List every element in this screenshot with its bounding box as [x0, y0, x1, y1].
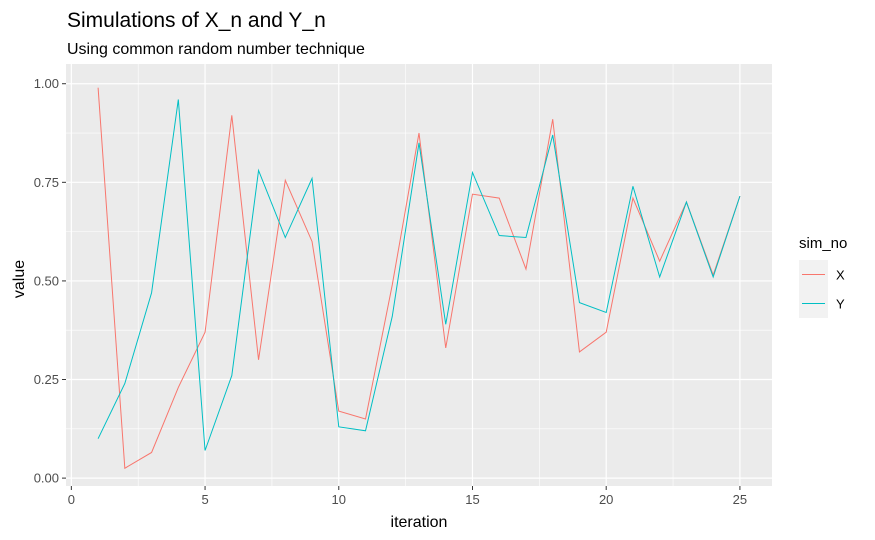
- x-tick-label: 25: [733, 492, 747, 507]
- x-tick-label: 10: [332, 492, 346, 507]
- y-tick-label: 0.75: [34, 175, 59, 190]
- chart-title: Simulations of X_n and Y_n: [67, 9, 326, 32]
- chart-subtitle: Using common random number technique: [67, 41, 365, 58]
- plot-panel: [66, 64, 772, 486]
- series-lines: [97, 87, 741, 470]
- y-axis: 0.00 0.25 0.50 0.75 1.00: [34, 76, 66, 486]
- y-tick-label: 0.50: [34, 273, 59, 288]
- series-line-y: [97, 99, 741, 451]
- x-tick-label: 20: [599, 492, 613, 507]
- legend-label-y: Y: [836, 297, 845, 312]
- y-tick-label: 1.00: [34, 76, 59, 91]
- legend: sim_no XY: [799, 235, 847, 318]
- x-tick-label: 0: [68, 492, 75, 507]
- series-line-x: [97, 87, 741, 470]
- x-tick-label: 15: [465, 492, 479, 507]
- y-tick-label: 0.00: [34, 471, 59, 486]
- major-gridlines: [66, 64, 772, 486]
- y-tick-label: 0.25: [34, 372, 59, 387]
- y-axis-title: value: [11, 260, 28, 298]
- x-axis-title: iteration: [391, 514, 448, 531]
- legend-title: sim_no: [799, 235, 847, 252]
- x-axis: 0 5 10 15 20 25: [68, 486, 747, 507]
- x-tick-label: 5: [201, 492, 208, 507]
- legend-label-x: X: [836, 268, 845, 283]
